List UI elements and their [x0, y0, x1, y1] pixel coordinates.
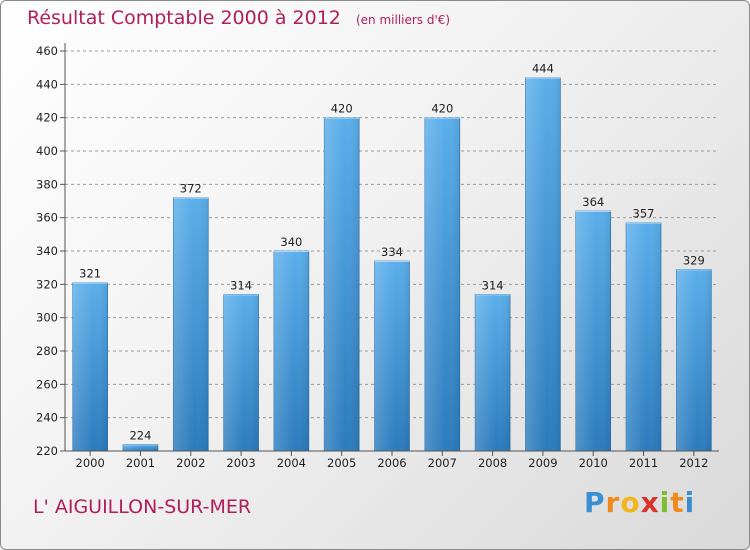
x-tick-label: 2011	[629, 456, 658, 470]
y-tick-label: 360	[36, 211, 58, 225]
y-tick-label: 300	[36, 311, 58, 325]
bar-shade	[424, 117, 460, 452]
x-tick-label: 2003	[226, 456, 255, 470]
x-tick-label: 2006	[377, 456, 406, 470]
y-tick-label: 460	[36, 44, 58, 58]
x-tick-label: 2002	[176, 456, 205, 470]
proxiti-logo: Proxiti	[584, 486, 695, 519]
data-label: 224	[129, 428, 151, 442]
chart-title: Résultat Comptable 2000 à 2012	[27, 7, 341, 29]
bar-shade	[676, 269, 712, 451]
bar-shade	[475, 294, 511, 451]
y-tick-label: 400	[36, 144, 58, 158]
data-label: 340	[280, 235, 302, 249]
x-tick-label: 2009	[528, 456, 557, 470]
bar-shade	[374, 261, 410, 451]
logo-letter: i	[684, 486, 696, 519]
labels: 321 224 372 314 340 420 334 420 314 444 364 357 329	[79, 62, 705, 443]
logo-letter: P	[584, 486, 606, 519]
bar-shade	[626, 222, 662, 451]
y-tick-label: 280	[36, 344, 58, 358]
x-tick-label: 2007	[428, 456, 457, 470]
y-tick-label: 320	[36, 277, 58, 291]
logo-letter: o	[620, 486, 641, 519]
data-label: 420	[431, 102, 453, 116]
bar-shade	[525, 77, 561, 452]
chart-subtitle: (en milliers d'€)	[355, 13, 451, 27]
data-label: 357	[633, 207, 655, 221]
x-tick-label: 2001	[126, 456, 155, 470]
bars	[72, 77, 712, 452]
logo-letter: t	[670, 486, 685, 519]
bar-shade	[173, 197, 209, 451]
bar-shade	[273, 251, 309, 451]
data-label: 372	[180, 182, 202, 196]
data-label: 314	[482, 278, 504, 292]
x-tick-label: 2012	[679, 456, 708, 470]
x-tick-label: 2008	[478, 456, 507, 470]
y-tick-label: 220	[36, 444, 58, 458]
y-tick-label: 340	[36, 244, 58, 258]
chart-title-block: Résultat Comptable 2000 à 2012 (en milli…	[27, 7, 450, 29]
logo-letter: r	[605, 486, 621, 519]
bar-shade	[122, 444, 158, 451]
bar-shade	[72, 282, 108, 451]
x-tick-label: 2005	[327, 456, 356, 470]
data-label: 329	[683, 253, 705, 267]
data-label: 334	[381, 245, 403, 259]
bar-shade	[575, 211, 611, 451]
y-tick-label: 420	[36, 111, 58, 125]
axes: 220 240 260 280 300 320 340 360 380 400 420 440 460 2…	[36, 43, 719, 470]
y-tick-label: 440	[36, 77, 58, 91]
y-tick-label: 240	[36, 411, 58, 425]
data-label: 420	[331, 102, 353, 116]
bar-shade	[223, 294, 259, 451]
data-label: 364	[582, 195, 604, 209]
location-label: L' AIGUILLON-SUR-MER	[33, 496, 252, 518]
y-tick-label: 380	[36, 177, 58, 191]
logo-letter: x	[640, 486, 660, 519]
data-label: 321	[79, 267, 101, 281]
x-tick-label: 2004	[277, 456, 306, 470]
data-label: 444	[532, 62, 554, 76]
y-tick-label: 260	[36, 377, 58, 391]
bar-shade	[324, 117, 360, 452]
logo-letter: i	[659, 486, 671, 519]
x-tick-label: 2000	[76, 456, 105, 470]
data-label: 314	[230, 278, 252, 292]
x-tick-label: 2010	[579, 456, 608, 470]
